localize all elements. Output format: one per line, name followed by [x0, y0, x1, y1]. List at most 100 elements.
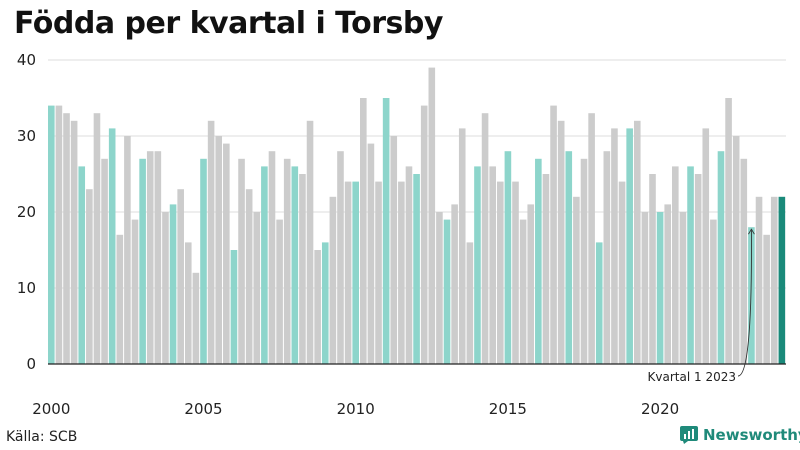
bar — [268, 151, 276, 364]
bar — [405, 166, 413, 364]
bar — [580, 158, 588, 364]
bar — [649, 174, 656, 364]
bar — [398, 181, 405, 364]
bar — [238, 158, 245, 364]
bar — [382, 98, 390, 364]
bar — [253, 212, 261, 364]
bar — [291, 166, 299, 364]
bar — [367, 143, 375, 364]
bar — [626, 128, 633, 364]
bar — [595, 242, 603, 364]
bar — [535, 158, 542, 364]
source-note: Källa: SCB — [6, 429, 78, 445]
bar — [603, 151, 611, 364]
bar — [778, 196, 786, 364]
bar — [755, 196, 763, 364]
bar — [48, 105, 55, 364]
bar — [565, 151, 573, 364]
bar — [702, 128, 710, 364]
x-tick-label: 2020 — [641, 400, 679, 418]
bar — [496, 181, 504, 364]
bar — [86, 189, 93, 364]
bar — [63, 113, 70, 364]
bar — [101, 158, 108, 364]
bar — [55, 105, 63, 364]
annotation-label: Kvartal 1 2023 — [648, 370, 736, 384]
x-tick-label: 2010 — [337, 400, 375, 418]
bar — [162, 212, 169, 364]
bar — [192, 272, 200, 364]
bar — [321, 242, 329, 364]
bar — [550, 105, 557, 364]
bar — [329, 196, 337, 364]
bar — [70, 120, 78, 364]
bar — [428, 67, 436, 364]
y-tick-label: 20 — [17, 203, 36, 221]
bar — [276, 219, 283, 364]
bar — [413, 174, 420, 364]
bar — [664, 204, 672, 364]
bar — [299, 174, 306, 364]
bar — [245, 189, 253, 364]
bar — [672, 166, 679, 364]
y-tick-label: 40 — [17, 51, 36, 69]
bar — [710, 219, 717, 364]
bar — [146, 151, 154, 364]
bar — [169, 204, 177, 364]
bar — [93, 113, 101, 364]
bar — [337, 151, 344, 364]
bar — [375, 181, 382, 364]
x-tick-label: 2015 — [489, 400, 527, 418]
chart-title: Födda per kvartal i Torsby — [14, 6, 443, 41]
bar — [633, 120, 641, 364]
bar — [443, 219, 451, 364]
y-axis-ticks: 0 10 20 30 40 — [17, 51, 36, 373]
bar — [679, 212, 687, 364]
bar — [124, 136, 131, 364]
bar — [261, 166, 268, 364]
bar — [732, 136, 740, 364]
bar — [557, 120, 565, 364]
y-tick-label: 0 — [26, 355, 36, 373]
bar — [656, 212, 664, 364]
bar — [436, 212, 443, 364]
bar — [588, 113, 595, 364]
bar — [207, 120, 215, 364]
bar — [458, 128, 466, 364]
annotation: Kvartal 1 2023 — [648, 228, 755, 384]
bar — [748, 227, 755, 364]
bar — [725, 98, 732, 364]
y-tick-label: 30 — [17, 127, 36, 145]
bar — [78, 166, 86, 364]
x-axis-ticks: 2000 2005 2010 2015 2020 — [32, 400, 679, 418]
bar — [390, 136, 398, 364]
bar — [717, 151, 725, 364]
bar — [215, 136, 223, 364]
bar — [283, 158, 291, 364]
bar — [527, 204, 535, 364]
bar — [481, 113, 489, 364]
y-tick-label: 10 — [17, 279, 36, 297]
bar — [200, 158, 207, 364]
bar — [641, 212, 649, 364]
bar — [611, 128, 618, 364]
bar — [352, 181, 359, 364]
brand-logo-group: Newsworthy — [680, 426, 800, 444]
bar — [230, 250, 238, 364]
bar — [687, 166, 694, 364]
x-tick-label: 2000 — [32, 400, 70, 418]
annotation-arrow — [737, 230, 752, 377]
bar — [139, 158, 146, 364]
bar — [542, 174, 550, 364]
bar — [763, 234, 770, 364]
brand-name: Newsworthy — [703, 426, 800, 444]
bar — [451, 204, 458, 364]
x-tick-label: 2005 — [184, 400, 222, 418]
bar — [740, 158, 748, 364]
bar — [108, 128, 116, 364]
bar — [466, 242, 474, 364]
bar — [154, 151, 162, 364]
bar — [360, 98, 367, 364]
bar — [512, 181, 519, 364]
bar — [694, 174, 702, 364]
